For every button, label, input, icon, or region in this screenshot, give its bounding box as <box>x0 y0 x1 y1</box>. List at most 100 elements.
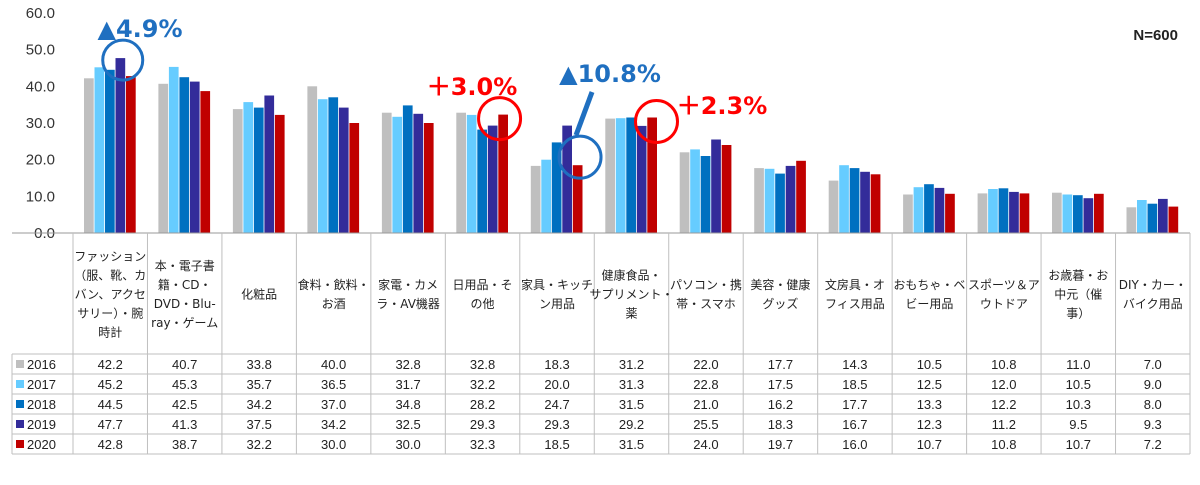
table-cell-2017-10: 18.5 <box>842 377 867 392</box>
bar-2017-10 <box>839 165 849 233</box>
y-tick-label: 20.0 <box>26 152 55 169</box>
table-cell-2016-0: 42.2 <box>98 357 123 372</box>
y-tick-label: 40.0 <box>26 78 55 95</box>
table-cell-2018-10: 17.7 <box>842 397 867 412</box>
category-label-line: 日用品・そ <box>453 278 513 292</box>
category-label: DIY・カー・バイク用品 <box>1119 278 1187 311</box>
table-cell-2016-7: 31.2 <box>619 357 644 372</box>
bar-2020-14 <box>1168 206 1179 233</box>
table-cell-2016-8: 22.0 <box>693 357 718 372</box>
table-cell-2017-2: 35.7 <box>247 377 272 392</box>
bar-2017-1 <box>168 66 179 234</box>
bar-2017-5 <box>466 114 477 233</box>
legend-key-2017 <box>16 380 24 388</box>
annotation-circle <box>477 96 523 142</box>
bar-2018-4 <box>402 105 413 233</box>
table-cell-2019-8: 25.5 <box>693 417 718 432</box>
category-label-line: ファッション <box>74 250 146 264</box>
table-cell-2020-9: 19.7 <box>768 437 793 452</box>
table-cell-2018-4: 34.8 <box>395 397 420 412</box>
annotation-circle <box>557 134 603 180</box>
annotation-text: ＋3.0% <box>427 73 518 101</box>
category-label-line: パソコン・携 <box>670 277 742 292</box>
category-label: 本・電子書籍・CD・ DVD・Blu-ray・ゲーム <box>151 259 218 330</box>
category-label: 文房具・オフィス用品 <box>825 277 885 311</box>
table-cell-2020-10: 16.0 <box>842 437 867 452</box>
table-cell-2017-11: 12.5 <box>917 377 942 392</box>
table-cell-2017-8: 22.8 <box>693 377 718 392</box>
bar-2019-6 <box>562 125 572 233</box>
table-cell-2019-6: 29.3 <box>544 417 569 432</box>
category-label: 食料・飲料・お酒 <box>298 277 370 311</box>
category-label-line: ビー用品 <box>905 297 953 311</box>
category-label-line: 籍・CD・ <box>158 277 212 292</box>
annotation-pointer <box>573 91 595 137</box>
category-label-line: 家電・カメ <box>378 277 438 292</box>
bar-2016-5 <box>456 112 466 233</box>
category-label-line: おもちゃ・ベ <box>893 278 965 292</box>
category-label-line: （服、靴、カ <box>74 269 146 283</box>
table-cell-2017-12: 12.0 <box>991 377 1016 392</box>
annotation-text: ＋2.3% <box>677 92 768 120</box>
bar-2020-11 <box>945 193 955 233</box>
bar-2016-14 <box>1126 207 1137 233</box>
table-cell-2019-10: 16.7 <box>842 417 867 432</box>
category-label-line: 薬 <box>625 307 637 321</box>
table-cell-2016-12: 10.8 <box>991 357 1016 372</box>
bar-2020-2 <box>274 114 285 233</box>
table-cell-2020-7: 31.5 <box>619 437 644 452</box>
bar-2018-13 <box>1073 195 1083 233</box>
table-cell-2016-3: 40.0 <box>321 357 346 372</box>
category-label: ファッション （服、靴、カバン、アクセサリー）・腕時計 <box>74 250 146 340</box>
table-cell-2018-1: 42.5 <box>172 397 197 412</box>
category-label-line: お歳暮・お <box>1048 269 1108 283</box>
category-label-line: 時計 <box>98 325 122 340</box>
bar-2019-10 <box>860 171 870 233</box>
bar-2016-11 <box>903 194 913 233</box>
category-label-line: スポーツ＆ア <box>968 278 1040 292</box>
bar-2018-5 <box>477 129 487 233</box>
table-cell-2018-2: 34.2 <box>247 397 272 412</box>
table-cell-2020-0: 42.8 <box>98 437 123 452</box>
bar-2018-6 <box>551 142 562 233</box>
table-cell-2017-0: 45.2 <box>98 377 123 392</box>
table-cell-2016-13: 11.0 <box>1066 357 1090 372</box>
category-label: パソコン・携帯・スマホ <box>670 277 742 311</box>
bar-2016-2 <box>232 109 243 233</box>
bar-2017-9 <box>764 168 775 233</box>
bar-2017-11 <box>913 187 924 233</box>
table-cell-2019-14: 9.3 <box>1144 417 1162 432</box>
bar-2019-14 <box>1158 198 1168 233</box>
bar-2016-13 <box>1052 192 1062 233</box>
category-label: スポーツ＆アウトドア <box>968 278 1040 311</box>
table-cell-2017-5: 32.2 <box>470 377 495 392</box>
annotation-circle <box>101 38 145 82</box>
table-cell-2018-6: 24.7 <box>544 397 569 412</box>
category-label-line: ン用品 <box>539 297 575 311</box>
bar-2019-2 <box>264 95 275 233</box>
bar-2016-6 <box>530 165 541 233</box>
category-label-line: の他 <box>471 297 495 311</box>
table-cell-2017-3: 36.5 <box>321 377 346 392</box>
table-cell-2019-12: 11.2 <box>992 417 1016 432</box>
legend-label-2016: 2016 <box>27 357 56 372</box>
bar-2017-8 <box>690 149 700 233</box>
bar-2020-12 <box>1019 193 1030 233</box>
bar-2018-7 <box>626 117 636 233</box>
table-cell-2016-5: 32.8 <box>470 357 495 372</box>
bar-2020-7 <box>647 117 657 233</box>
table-cell-2019-7: 29.2 <box>619 417 644 432</box>
bar-2019-0 <box>115 58 126 233</box>
table-cell-2020-4: 30.0 <box>395 437 420 452</box>
bar-2019-5 <box>487 125 498 233</box>
table-cell-2018-14: 8.0 <box>1144 397 1162 412</box>
bar-2019-1 <box>189 81 200 233</box>
category-label-line: 家具・キッチ <box>521 277 593 292</box>
table-cell-2020-11: 10.7 <box>917 437 942 452</box>
table-cell-2018-13: 10.3 <box>1066 397 1091 412</box>
bar-2016-8 <box>679 152 690 233</box>
bar-2018-12 <box>998 188 1009 233</box>
bar-2019-7 <box>636 125 647 233</box>
bar-2017-2 <box>243 102 254 233</box>
